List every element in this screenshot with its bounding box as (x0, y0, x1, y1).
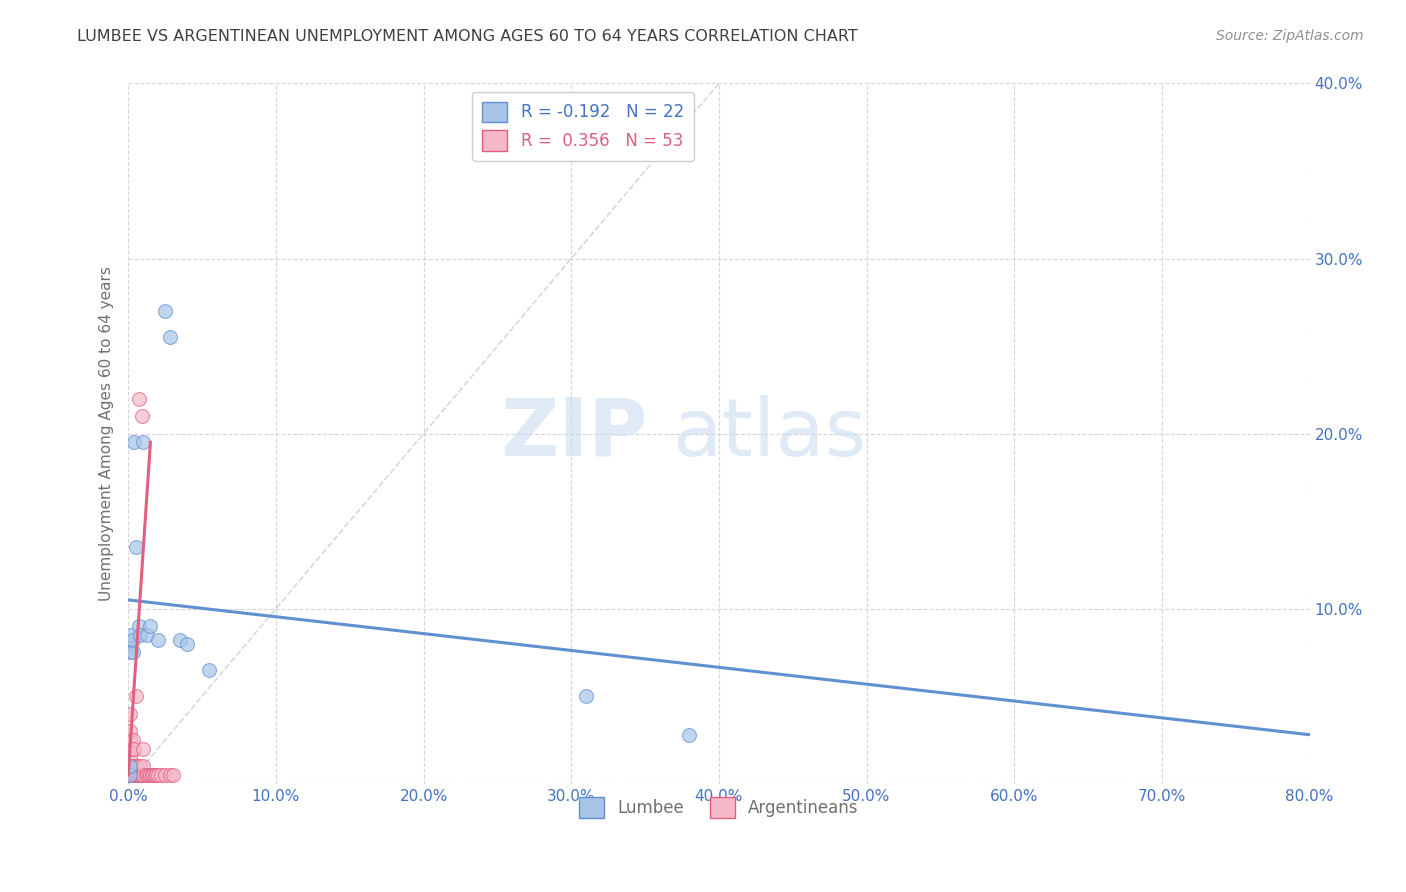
Point (131, 768, 153, 782)
Point (143, 768, 166, 782)
Point (124, 768, 146, 782)
Point (121, 633, 143, 648)
Point (118, 759, 141, 773)
Point (129, 759, 152, 773)
Point (118, 768, 141, 782)
Point (118, 733, 141, 747)
Point (128, 392, 150, 406)
Point (153, 768, 176, 782)
Point (118, 768, 141, 782)
Point (141, 768, 163, 782)
Point (139, 768, 162, 782)
Point (153, 304, 176, 318)
Point (121, 645, 143, 659)
Point (136, 628, 159, 642)
Point (169, 633, 191, 648)
Point (118, 768, 141, 782)
Point (138, 768, 160, 782)
Point (121, 768, 143, 782)
Point (128, 768, 150, 782)
Point (120, 768, 142, 782)
Point (132, 759, 155, 773)
Point (124, 541, 146, 555)
Point (121, 741, 143, 756)
Point (162, 768, 184, 782)
Point (132, 435, 155, 450)
Point (118, 724, 141, 739)
Point (131, 409, 153, 423)
Point (132, 768, 155, 782)
Point (120, 768, 142, 782)
Point (159, 330, 181, 344)
Point (122, 741, 145, 756)
Point (145, 768, 167, 782)
Point (118, 750, 141, 764)
Point (129, 628, 152, 642)
Point (118, 759, 141, 773)
Y-axis label: Unemployment Among Ages 60 to 64 years: Unemployment Among Ages 60 to 64 years (100, 266, 114, 601)
Point (198, 663, 221, 677)
Point (129, 768, 152, 782)
Text: atlas: atlas (672, 394, 866, 473)
Point (127, 768, 149, 782)
Point (146, 768, 169, 782)
Legend: Lumbee, Argentineans: Lumbee, Argentineans (572, 790, 865, 824)
Point (176, 637, 198, 651)
Point (118, 768, 141, 782)
Point (135, 768, 157, 782)
Point (120, 645, 142, 659)
Point (139, 619, 162, 633)
Point (149, 768, 172, 782)
Point (118, 637, 141, 651)
Text: Source: ZipAtlas.com: Source: ZipAtlas.com (1216, 29, 1364, 43)
Point (121, 733, 143, 747)
Point (146, 633, 169, 648)
Point (136, 768, 159, 782)
Point (118, 768, 141, 782)
Text: ZIP: ZIP (501, 394, 648, 473)
Point (118, 759, 141, 773)
Point (118, 706, 141, 721)
Point (118, 768, 141, 782)
Point (122, 435, 145, 450)
Point (575, 689, 598, 703)
Point (128, 619, 150, 633)
Point (132, 741, 155, 756)
Point (118, 768, 141, 782)
Point (142, 768, 165, 782)
Point (118, 741, 141, 756)
Point (159, 768, 181, 782)
Point (120, 741, 142, 756)
Point (120, 628, 142, 642)
Point (127, 759, 149, 773)
Point (124, 689, 146, 703)
Text: LUMBEE VS ARGENTINEAN UNEMPLOYMENT AMONG AGES 60 TO 64 YEARS CORRELATION CHART: LUMBEE VS ARGENTINEAN UNEMPLOYMENT AMONG… (77, 29, 858, 44)
Point (122, 768, 145, 782)
Point (122, 759, 145, 773)
Point (118, 759, 141, 773)
Point (124, 759, 146, 773)
Point (120, 759, 142, 773)
Point (118, 768, 141, 782)
Point (121, 759, 143, 773)
Point (678, 728, 700, 742)
